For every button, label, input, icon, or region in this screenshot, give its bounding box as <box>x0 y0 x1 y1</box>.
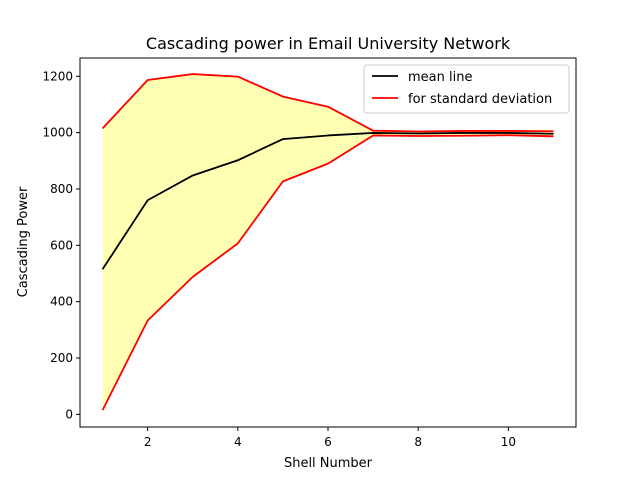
x-tick-label: 6 <box>324 435 332 449</box>
x-tick-label: 2 <box>144 435 152 449</box>
plot-area <box>101 73 554 411</box>
y-tick-label: 1000 <box>42 126 73 140</box>
x-tick-label: 4 <box>234 435 242 449</box>
y-tick-label: 800 <box>50 182 73 196</box>
x-tick-label: 10 <box>501 435 516 449</box>
y-tick-label: 600 <box>50 238 73 252</box>
x-tick-label: 8 <box>414 435 422 449</box>
x-axis-label: Shell Number <box>284 456 373 471</box>
series-line-std-upper <box>101 73 554 133</box>
legend-box <box>363 64 570 114</box>
legend-label-standard-deviation: for standard deviation <box>408 92 552 107</box>
y-tick-label: 1200 <box>42 69 73 83</box>
std-band-fill <box>102 74 554 411</box>
axis-ticks: 2 4 6 8 10 0 200 400 600 800 1000 1200 <box>42 69 516 449</box>
chart-title: Cascading power in Email University Netw… <box>146 34 511 53</box>
series-line-mean <box>101 132 554 270</box>
legend-label-mean-line: mean line <box>408 70 472 85</box>
y-tick-label: 0 <box>65 407 73 421</box>
legend: mean line for standard deviation <box>363 64 570 114</box>
y-tick-label: 400 <box>50 295 73 309</box>
series-line-std-lower <box>101 134 554 411</box>
y-axis-label: Cascading Power <box>16 186 31 297</box>
y-tick-label: 200 <box>50 351 73 365</box>
